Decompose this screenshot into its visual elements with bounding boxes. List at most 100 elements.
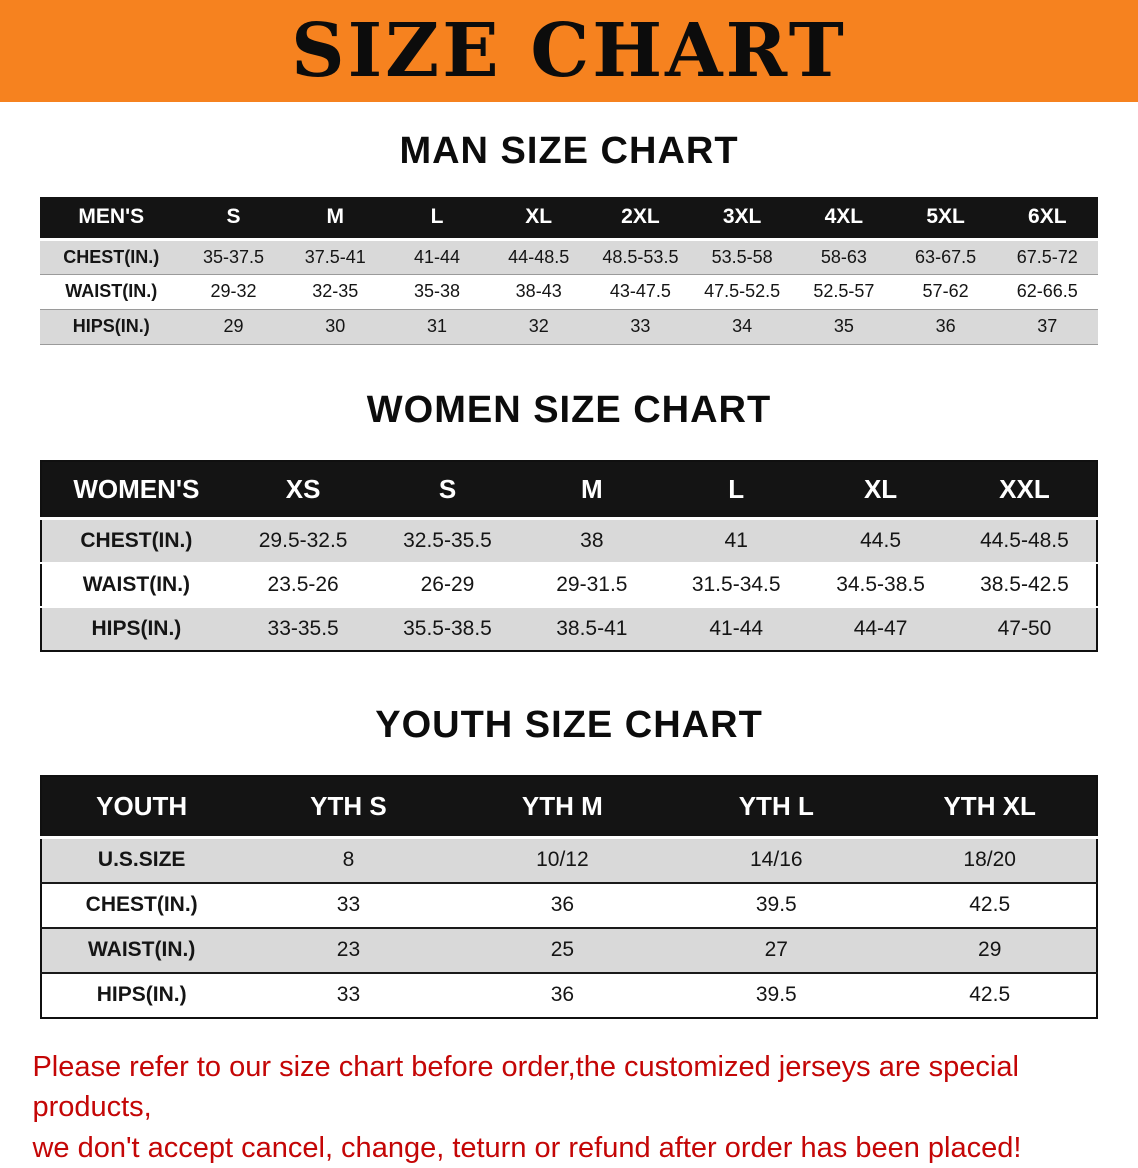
value-cell: 33-35.5 xyxy=(231,607,375,651)
value-cell: 30 xyxy=(284,309,386,344)
size-column-header: YTH S xyxy=(242,776,456,838)
value-cell: 41-44 xyxy=(664,607,808,651)
value-cell: 37 xyxy=(996,309,1098,344)
size-column-header: YTH XL xyxy=(883,776,1097,838)
size-column-header: 6XL xyxy=(996,197,1098,239)
row-label-cell: WAIST(IN.) xyxy=(41,563,231,607)
value-cell: 44.5-48.5 xyxy=(953,519,1097,563)
value-cell: 35-37.5 xyxy=(183,239,285,274)
value-cell: 32 xyxy=(488,309,590,344)
size-column-header: S xyxy=(183,197,285,239)
row-label-cell: U.S.SIZE xyxy=(41,838,242,883)
value-cell: 44-48.5 xyxy=(488,239,590,274)
youth-section-heading: YOUTH SIZE CHART xyxy=(0,704,1138,747)
value-cell: 48.5-53.5 xyxy=(590,239,692,274)
size-column-header: S xyxy=(375,461,519,519)
row-label-cell: WAIST(IN.) xyxy=(41,928,242,973)
disclaimer-line-1: Please refer to our size chart before or… xyxy=(32,1051,1018,1124)
value-cell: 33 xyxy=(242,973,456,1018)
value-cell: 36 xyxy=(895,309,997,344)
size-column-header: M xyxy=(520,461,664,519)
value-cell: 38 xyxy=(520,519,664,563)
value-cell: 52.5-57 xyxy=(793,274,895,309)
size-chart-banner: SIZE CHART xyxy=(0,0,1138,102)
value-cell: 67.5-72 xyxy=(996,239,1098,274)
value-cell: 39.5 xyxy=(669,883,883,928)
men-section-heading: MAN SIZE CHART xyxy=(0,130,1138,173)
size-column-header: 3XL xyxy=(691,197,793,239)
value-cell: 23 xyxy=(242,928,456,973)
row-label-cell: HIPS(IN.) xyxy=(40,309,183,344)
value-cell: 25 xyxy=(455,928,669,973)
value-cell: 58-63 xyxy=(793,239,895,274)
size-column-header: 5XL xyxy=(895,197,997,239)
value-cell: 38.5-41 xyxy=(520,607,664,651)
value-cell: 32-35 xyxy=(284,274,386,309)
value-cell: 34.5-38.5 xyxy=(808,563,952,607)
row-label-cell: HIPS(IN.) xyxy=(41,973,242,1018)
value-cell: 33 xyxy=(242,883,456,928)
table-title-cell: YOUTH xyxy=(41,776,242,838)
row-label-cell: CHEST(IN.) xyxy=(41,519,231,563)
value-cell: 36 xyxy=(455,973,669,1018)
size-column-header: L xyxy=(386,197,488,239)
value-cell: 41 xyxy=(664,519,808,563)
disclaimer-text: Please refer to our size chart before or… xyxy=(28,1047,1109,1168)
value-cell: 32.5-35.5 xyxy=(375,519,519,563)
value-cell: 62-66.5 xyxy=(996,274,1098,309)
value-cell: 23.5-26 xyxy=(231,563,375,607)
value-cell: 57-62 xyxy=(895,274,997,309)
value-cell: 47-50 xyxy=(953,607,1097,651)
value-cell: 38.5-42.5 xyxy=(953,563,1097,607)
value-cell: 44.5 xyxy=(808,519,952,563)
value-cell: 29-31.5 xyxy=(520,563,664,607)
value-cell: 53.5-58 xyxy=(691,239,793,274)
row-label-cell: WAIST(IN.) xyxy=(40,274,183,309)
size-column-header: 2XL xyxy=(590,197,692,239)
row-label-cell: CHEST(IN.) xyxy=(40,239,183,274)
value-cell: 35-38 xyxy=(386,274,488,309)
value-cell: 43-47.5 xyxy=(590,274,692,309)
size-column-header: L xyxy=(664,461,808,519)
size-column-header: XXL xyxy=(953,461,1097,519)
value-cell: 41-44 xyxy=(386,239,488,274)
value-cell: 35 xyxy=(793,309,895,344)
value-cell: 47.5-52.5 xyxy=(691,274,793,309)
value-cell: 31 xyxy=(386,309,488,344)
value-cell: 31.5-34.5 xyxy=(664,563,808,607)
value-cell: 44-47 xyxy=(808,607,952,651)
value-cell: 42.5 xyxy=(883,973,1097,1018)
value-cell: 29-32 xyxy=(183,274,285,309)
value-cell: 63-67.5 xyxy=(895,239,997,274)
value-cell: 27 xyxy=(669,928,883,973)
row-label-cell: HIPS(IN.) xyxy=(41,607,231,651)
size-column-header: YTH M xyxy=(455,776,669,838)
value-cell: 29 xyxy=(183,309,285,344)
size-column-header: M xyxy=(284,197,386,239)
value-cell: 37.5-41 xyxy=(284,239,386,274)
value-cell: 14/16 xyxy=(669,838,883,883)
table-title-cell: WOMEN'S xyxy=(41,461,231,519)
row-label-cell: CHEST(IN.) xyxy=(41,883,242,928)
size-column-header: XL xyxy=(488,197,590,239)
value-cell: 10/12 xyxy=(455,838,669,883)
women-section-heading: WOMEN SIZE CHART xyxy=(0,389,1138,432)
size-column-header: YTH L xyxy=(669,776,883,838)
